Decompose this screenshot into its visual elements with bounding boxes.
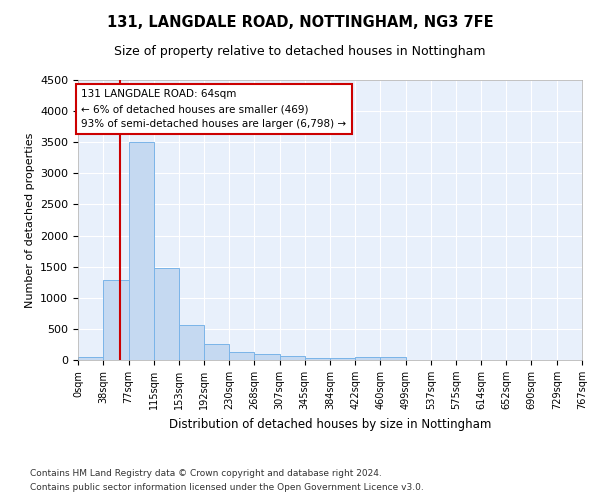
Bar: [355, 357, 380, 360]
Bar: [204, 344, 229, 360]
Bar: [380, 356, 406, 360]
Bar: [254, 354, 280, 360]
Bar: [331, 358, 355, 360]
Bar: [179, 324, 204, 360]
Bar: [78, 357, 103, 360]
Bar: [103, 280, 128, 360]
Text: 131, LANGDALE ROAD, NOTTINGHAM, NG3 7FE: 131, LANGDALE ROAD, NOTTINGHAM, NG3 7FE: [107, 15, 493, 30]
Bar: [154, 268, 179, 360]
Y-axis label: Number of detached properties: Number of detached properties: [25, 132, 35, 308]
Text: Contains public sector information licensed under the Open Government Licence v3: Contains public sector information licen…: [30, 484, 424, 492]
Text: Size of property relative to detached houses in Nottingham: Size of property relative to detached ho…: [114, 45, 486, 58]
X-axis label: Distribution of detached houses by size in Nottingham: Distribution of detached houses by size …: [169, 418, 491, 430]
Bar: [305, 358, 331, 360]
Text: Contains HM Land Registry data © Crown copyright and database right 2024.: Contains HM Land Registry data © Crown c…: [30, 468, 382, 477]
Bar: [128, 142, 154, 360]
Bar: [280, 356, 305, 360]
Text: 131 LANGDALE ROAD: 64sqm
← 6% of detached houses are smaller (469)
93% of semi-d: 131 LANGDALE ROAD: 64sqm ← 6% of detache…: [81, 90, 346, 129]
Bar: [229, 352, 254, 360]
